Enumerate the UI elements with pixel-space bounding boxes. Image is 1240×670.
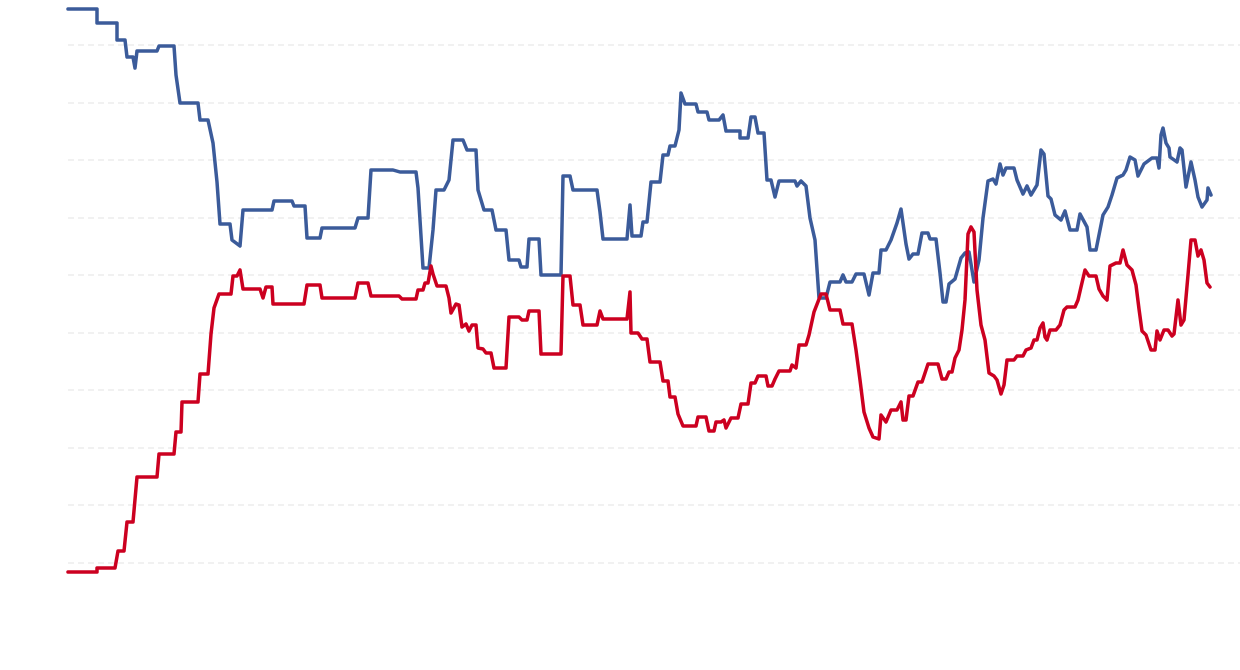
series-line <box>66 225 1212 574</box>
series-line <box>66 7 1213 304</box>
